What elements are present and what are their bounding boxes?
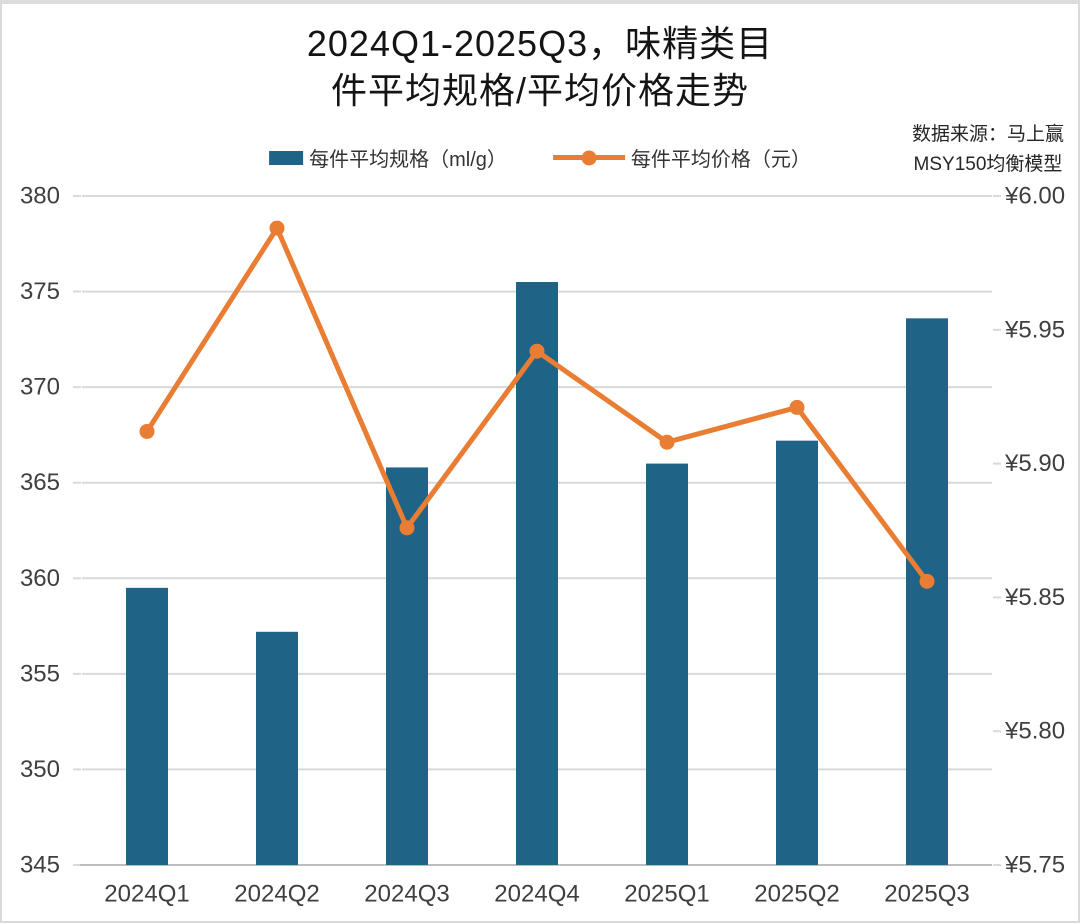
x-axis-label: 2025Q2 xyxy=(754,881,839,908)
right-axis-label: ¥5.75 xyxy=(1004,852,1065,879)
bar-2024Q2 xyxy=(256,631,298,865)
data-source-line1: 数据来源：马上赢 xyxy=(911,124,1064,145)
legend-item-avg-price: 每件平均价格（元） xyxy=(552,143,811,172)
right-axis-label: ¥5.80 xyxy=(1004,718,1065,745)
price-point-2024Q1 xyxy=(139,423,155,439)
bar-2025Q2 xyxy=(776,440,818,865)
right-axis-label: ¥5.85 xyxy=(1004,584,1065,611)
left-axis-label: 350 xyxy=(20,756,60,783)
chart-title-line2: 件平均规格/平均价格走势 xyxy=(330,70,749,111)
left-axis-label: 375 xyxy=(20,278,60,305)
left-axis-label: 380 xyxy=(20,183,60,210)
bar-series-swatch-icon xyxy=(269,150,304,165)
chart-title-line1: 2024Q1-2025Q3，味精类目 xyxy=(306,23,774,64)
left-axis-label: 360 xyxy=(20,565,60,592)
left-axis-label: 355 xyxy=(20,660,60,687)
left-axis-label: 370 xyxy=(20,374,60,401)
x-axis-label: 2024Q4 xyxy=(494,881,579,908)
bar-2024Q1 xyxy=(126,587,168,865)
right-axis-label: ¥5.90 xyxy=(1004,450,1065,477)
price-point-2024Q4 xyxy=(529,343,545,359)
x-axis-label: 2025Q3 xyxy=(884,881,969,908)
legend-label-avg-price: 每件平均价格（元） xyxy=(630,149,811,171)
legend-label-avg-spec: 每件平均规格（ml/g） xyxy=(309,149,507,171)
left-axis-label: 365 xyxy=(20,469,60,496)
legend-item-avg-spec: 每件平均规格（ml/g） xyxy=(269,143,507,172)
price-point-2024Q2 xyxy=(269,220,285,236)
line-series-marker-icon xyxy=(552,150,625,165)
price-point-2024Q3 xyxy=(399,520,415,536)
bar-2025Q3 xyxy=(906,318,948,865)
price-point-2025Q3 xyxy=(919,573,935,589)
data-source: 数据来源：马上赢 MSY150均衡模型 xyxy=(912,120,1064,180)
x-axis-label: 2024Q2 xyxy=(234,881,319,908)
left-axis-label: 345 xyxy=(20,852,60,879)
price-point-2025Q1 xyxy=(659,434,675,450)
bar-2024Q4 xyxy=(516,282,558,865)
x-axis-label: 2024Q1 xyxy=(104,881,189,908)
legend: 每件平均规格（ml/g） 每件平均价格（元） xyxy=(269,143,811,172)
right-axis-label: ¥5.95 xyxy=(1004,316,1065,343)
chart-title: 2024Q1-2025Q3，味精类目 件平均规格/平均价格走势 xyxy=(2,20,1078,114)
x-axis-label: 2025Q1 xyxy=(624,881,709,908)
price-point-2025Q2 xyxy=(789,399,805,415)
right-axis-label: ¥6.00 xyxy=(1004,183,1065,210)
data-source-line2: MSY150均衡模型 xyxy=(913,154,1063,175)
x-axis-label: 2024Q3 xyxy=(364,881,449,908)
bar-2025Q1 xyxy=(646,463,688,865)
chart-plot-area: 380 375 370 365 360 355 350 345 ¥6.00 ¥5.95 ¥5.90 ¥… xyxy=(20,183,1065,908)
